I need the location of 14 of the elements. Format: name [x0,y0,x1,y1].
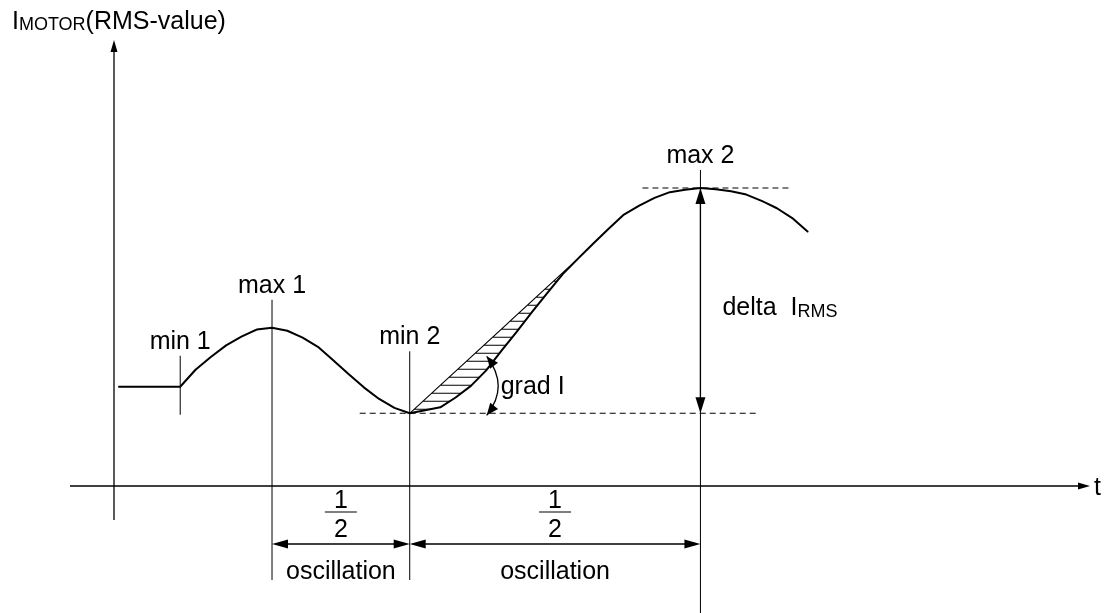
text: oscillation [500,555,610,584]
text: t [1094,471,1101,500]
annotation: 1 [333,484,348,513]
annotation: grad I [500,371,565,400]
text: 2 [333,513,348,542]
annotation: 1 [548,484,563,513]
annotation: max 1 [237,269,307,298]
annotation: min 2 [379,321,441,350]
annotation: max 2 [666,139,735,168]
text: 2 [548,513,563,542]
text: oscillation [285,555,396,584]
text: IMOTOR(RMS-value) [12,5,226,35]
annotation: min 1 [149,325,211,354]
annotation: delta IRMS [722,292,838,321]
